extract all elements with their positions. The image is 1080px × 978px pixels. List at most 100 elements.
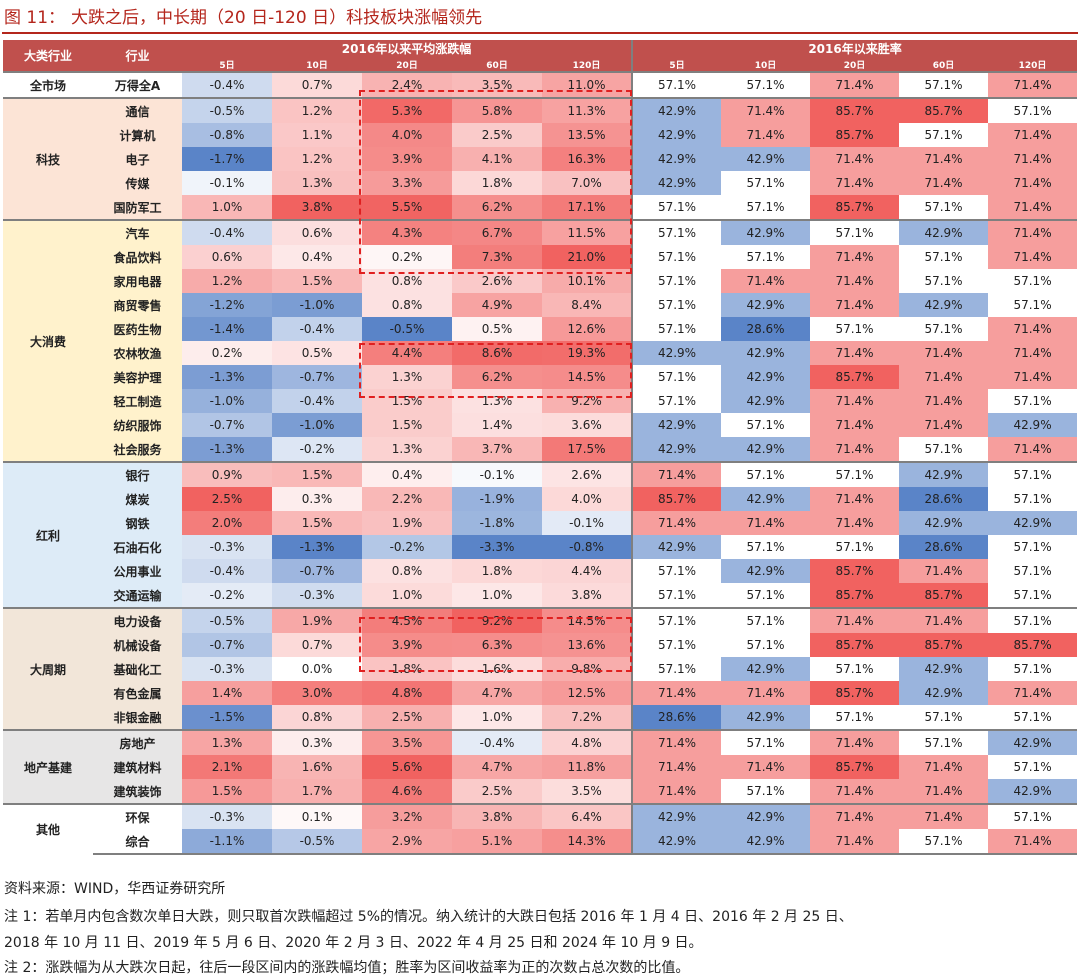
win-rate-cell: 57.1% [810,219,900,245]
avg-return-cell: 0.9% [182,461,272,487]
title-divider [2,32,1078,34]
avg-return-cell: 14.5% [542,607,633,633]
header-category: 大类行业 [3,40,93,72]
avg-return-cell: 1.2% [272,97,362,123]
avg-return-cell: 3.5% [452,71,542,98]
avg-return-cell: -0.3% [182,803,272,829]
industry-name: 农林牧渔 [93,341,182,365]
win-period-header: 60日 [899,57,989,72]
avg-return-cell: 8.6% [452,341,542,365]
win-rate-cell: 57.1% [721,413,811,437]
win-rate-cell: 57.1% [721,583,811,608]
avg-return-cell: 0.8% [362,269,452,293]
avg-return-cell: -1.3% [182,365,272,389]
win-rate-cell: 71.4% [631,681,722,705]
avg-return-cell: 17.1% [542,195,633,220]
avg-return-cell: 4.7% [452,681,542,705]
industry-name: 钢铁 [93,511,182,535]
avg-return-cell: 2.5% [452,123,542,147]
win-rate-cell: 28.6% [899,487,989,511]
avg-return-cell: 2.1% [182,755,272,779]
avg-return-cell: -0.8% [542,535,633,559]
win-rate-cell: 57.1% [721,535,811,559]
avg-return-cell: 16.3% [542,147,633,171]
win-rate-cell: 71.4% [988,171,1078,195]
avg-return-cell: 2.6% [542,461,633,487]
avg-return-cell: -0.7% [182,633,272,657]
avg-return-cell: 2.4% [362,71,452,98]
win-rate-cell: 57.1% [899,195,989,220]
header-row-groups: 大类行业 行业 2016年以来平均涨跌幅 2016年以来胜率 [3,40,1078,72]
win-rate-cell: 71.4% [810,269,900,293]
industry-name: 综合 [93,829,182,855]
win-rate-cell: 57.1% [899,71,989,98]
win-rate-cell: 71.4% [810,829,900,855]
avg-return-cell: 1.5% [272,269,362,293]
win-rate-cell: 71.4% [810,437,900,462]
avg-return-cell: 1.0% [452,583,542,608]
industry-name: 建筑装饰 [93,779,182,804]
avg-return-cell: 4.4% [362,341,452,365]
avg-return-cell: 3.7% [452,437,542,462]
win-rate-cell: 42.9% [899,681,989,705]
win-rate-cell: 57.1% [631,245,722,269]
win-rate-cell: 57.1% [899,437,989,462]
win-rate-cell: 71.4% [721,123,811,147]
win-rate-cell: 85.7% [810,633,900,657]
win-rate-cell: 71.4% [899,413,989,437]
win-rate-cell: 57.1% [899,269,989,293]
win-rate-cell: 57.1% [988,487,1078,511]
table-row: 地产基建 房地产 1.3% 0.3% 3.5% -0.4% 4.8% 71.4% 57.1% 71… [3,729,1078,804]
avg-return-cell: -0.4% [182,219,272,245]
win-rate-cell: 42.9% [631,535,722,559]
avg-return-cell: -1.0% [182,389,272,413]
industry-name: 房地产 [93,729,182,755]
avg-return-cell: 14.5% [542,365,633,389]
table-row: 综合 -1.1% -0.5% 2.9% 5.1% 14.3% 42.9% 42.9% 71.4%… [3,829,1078,855]
avg-return-cell: 4.0% [362,123,452,147]
win-rate-cell: 71.4% [810,71,900,98]
win-rate-cell: 57.1% [988,461,1078,487]
win-rate-cell: 57.1% [988,803,1078,829]
table-row: 家用电器 1.2% 1.5% 0.8% 2.6% 10.1% 57.1% 71.4% 71.4%… [3,269,1078,293]
avg-return-cell: -0.7% [182,413,272,437]
avg-return-cell: -0.3% [182,657,272,681]
industry-name: 电力设备 [93,607,182,633]
avg-return-cell: 3.9% [362,147,452,171]
avg-return-cell: -1.0% [272,413,362,437]
avg-return-cell: 6.4% [542,803,633,829]
avg-return-cell: 0.7% [272,633,362,657]
win-rate-cell: 57.1% [988,607,1078,633]
avg-return-cell: -1.0% [272,293,362,317]
avg-return-cell: 11.0% [542,71,633,98]
win-rate-cell: 57.1% [810,657,900,681]
win-rate-cell: 71.4% [631,755,722,779]
avg-return-cell: 5.5% [362,195,452,220]
win-rate-cell: 71.4% [899,389,989,413]
avg-return-cell: 2.0% [182,511,272,535]
table-row: 商贸零售 -1.2% -1.0% 0.8% 4.9% 8.4% 57.1% 42.9% 71.4… [3,293,1078,317]
avg-return-cell: -0.1% [542,511,633,535]
win-rate-cell: 42.9% [721,341,811,365]
win-rate-cell: 28.6% [631,705,722,730]
win-period-header: 120日 [988,57,1078,72]
win-rate-cell: 71.4% [988,245,1078,269]
win-rate-cell: 42.9% [631,341,722,365]
avg-return-cell: 2.5% [182,487,272,511]
win-rate-cell: 57.1% [631,71,722,98]
header-row-periods: 5日 10日 20日 60日 120日 5日 10日 20日 60日 120日 [3,57,1078,72]
avg-return-cell: 1.7% [272,779,362,804]
win-rate-cell: 57.1% [631,389,722,413]
industry-name: 机械设备 [93,633,182,657]
industry-name: 电子 [93,147,182,171]
win-rate-cell: 71.4% [899,147,989,171]
avg-return-cell: 1.5% [362,413,452,437]
win-rate-cell: 57.1% [899,317,989,341]
avg-return-cell: 1.6% [452,657,542,681]
table-row: 轻工制造 -1.0% -0.4% 1.5% 1.3% 9.2% 57.1% 42.9% 71.4… [3,389,1078,413]
win-rate-cell: 71.4% [988,317,1078,341]
avg-return-cell: -1.8% [452,511,542,535]
table-row: 机械设备 -0.7% 0.7% 3.9% 6.3% 13.6% 57.1% 57.1% 85.7… [3,633,1078,657]
industry-name: 通信 [93,97,182,123]
win-rate-cell: 57.1% [810,705,900,730]
